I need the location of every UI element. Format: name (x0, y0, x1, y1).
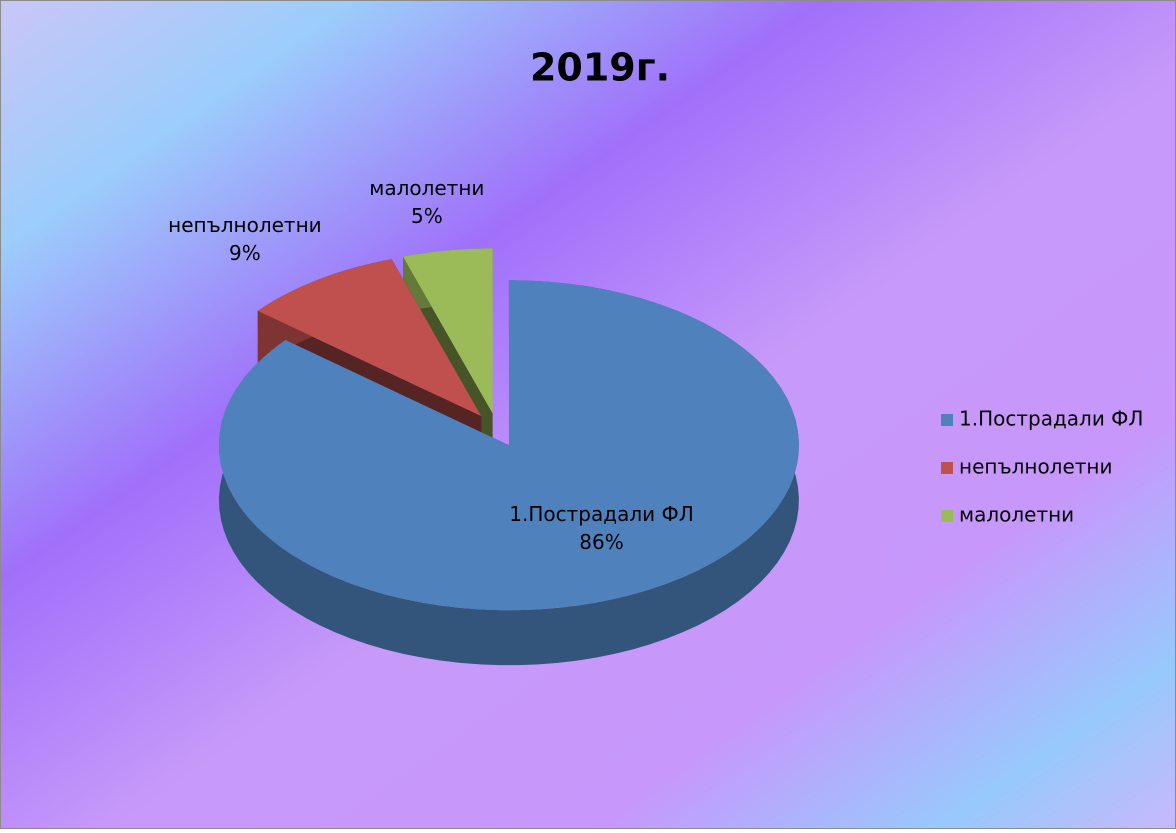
data-label-value: 86% (579, 530, 623, 554)
legend-swatch (941, 510, 953, 522)
legend-swatch (941, 414, 953, 426)
chart-title: 2019г. (530, 46, 670, 90)
data-label-name: 1.Пострадали ФЛ (509, 502, 693, 526)
slice (403, 248, 493, 414)
data-label-name: непълнолетни (168, 213, 322, 237)
slice (257, 259, 482, 417)
legend-label: малолетни (959, 503, 1074, 527)
legend-label: 1.Пострадали ФЛ (959, 407, 1143, 431)
legend-swatch (941, 462, 953, 474)
slice (218, 280, 799, 611)
data-label-name: малолетни (369, 176, 484, 200)
data-label-value: 5% (411, 204, 443, 228)
legend-label: непълнолетни (959, 455, 1113, 479)
data-label-value: 9% (229, 241, 261, 265)
